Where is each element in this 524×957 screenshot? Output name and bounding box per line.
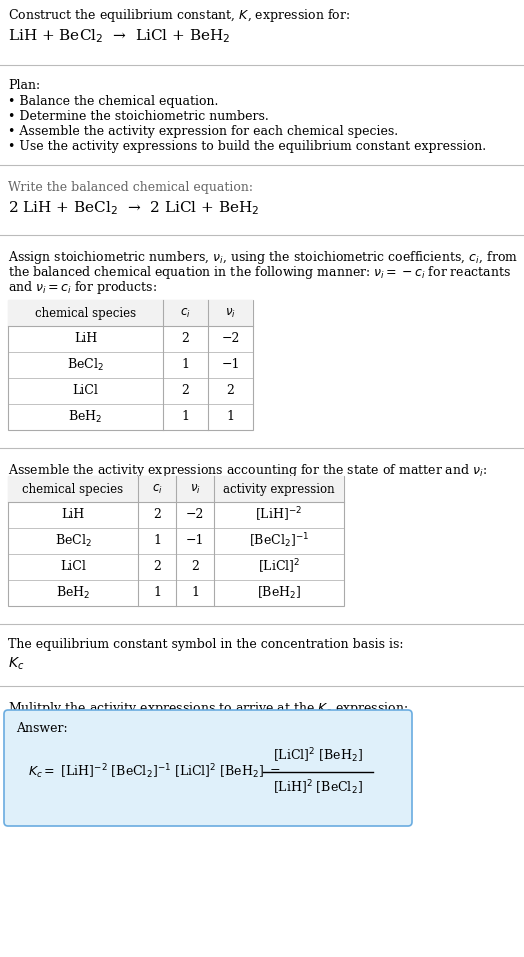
Text: • Balance the chemical equation.: • Balance the chemical equation. [8,95,219,108]
Text: $\nu_i$: $\nu_i$ [190,482,200,496]
Text: $\nu_i$: $\nu_i$ [225,306,236,320]
Text: BeH$_2$: BeH$_2$ [69,409,103,425]
Bar [8,300,253,326]
Text: 1: 1 [191,587,199,599]
Text: [LiH]$^2$ [BeCl$_2$]: [LiH]$^2$ [BeCl$_2$] [273,779,363,797]
Text: activity expression: activity expression [223,482,335,496]
Text: • Assemble the activity expression for each chemical species.: • Assemble the activity expression for e… [8,125,398,138]
Text: BeH$_2$: BeH$_2$ [56,585,90,601]
Text: 1: 1 [181,359,190,371]
Text: $K_c$: $K_c$ [8,656,24,673]
Text: BeCl$_2$: BeCl$_2$ [67,357,104,373]
Text: [LiH]$^{-2}$: [LiH]$^{-2}$ [256,506,302,524]
Text: 1: 1 [226,411,235,424]
Text: LiCl: LiCl [72,385,99,397]
Text: Construct the equilibrium constant, $K$, expression for:: Construct the equilibrium constant, $K$,… [8,7,350,24]
Text: −2: −2 [186,508,204,522]
Text: Assemble the activity expressions accounting for the state of matter and $\nu_i$: Assemble the activity expressions accoun… [8,462,487,479]
Text: 2: 2 [191,561,199,573]
Text: chemical species: chemical species [23,482,124,496]
Text: • Determine the stoichiometric numbers.: • Determine the stoichiometric numbers. [8,110,269,123]
Text: LiCl: LiCl [60,561,86,573]
Text: chemical species: chemical species [35,306,136,320]
Text: 1: 1 [181,411,190,424]
Bar [8,476,344,502]
Text: Plan:: Plan: [8,79,40,92]
Text: 2 LiH + BeCl$_2$  →  2 LiCl + BeH$_2$: 2 LiH + BeCl$_2$ → 2 LiCl + BeH$_2$ [8,199,259,216]
Text: 2: 2 [181,332,190,345]
Text: [LiCl]$^{2}$: [LiCl]$^{2}$ [258,558,300,576]
Text: 1: 1 [153,587,161,599]
Text: 2: 2 [153,561,161,573]
Text: Write the balanced chemical equation:: Write the balanced chemical equation: [8,181,253,194]
Text: BeCl$_2$: BeCl$_2$ [54,533,92,549]
Text: Answer:: Answer: [16,722,68,735]
Text: −2: −2 [221,332,239,345]
Text: The equilibrium constant symbol in the concentration basis is:: The equilibrium constant symbol in the c… [8,638,403,651]
Text: Mulitply the activity expressions to arrive at the $K_c$ expression:: Mulitply the activity expressions to arr… [8,700,408,717]
Text: $K_c = $ [LiH]$^{-2}$ [BeCl$_2$]$^{-1}$ [LiCl]$^{2}$ [BeH$_2$] $=$: $K_c = $ [LiH]$^{-2}$ [BeCl$_2$]$^{-1}$ … [28,763,281,781]
Text: LiH + BeCl$_2$  →  LiCl + BeH$_2$: LiH + BeCl$_2$ → LiCl + BeH$_2$ [8,27,231,45]
Text: $c_i$: $c_i$ [151,482,162,496]
Bar [8,300,253,430]
FancyBboxPatch shape [4,710,412,826]
Text: [BeH$_2$]: [BeH$_2$] [257,585,301,601]
Text: the balanced chemical equation in the following manner: $\nu_i = -c_i$ for react: the balanced chemical equation in the fo… [8,264,511,281]
Text: $c_i$: $c_i$ [180,306,191,320]
Text: 2: 2 [153,508,161,522]
Text: [LiCl]$^2$ [BeH$_2$]: [LiCl]$^2$ [BeH$_2$] [273,746,363,766]
Text: [BeCl$_2$]$^{-1}$: [BeCl$_2$]$^{-1}$ [249,532,309,550]
Text: −1: −1 [185,535,204,547]
Text: −1: −1 [221,359,240,371]
Text: 2: 2 [226,385,234,397]
Text: 1: 1 [153,535,161,547]
Bar [8,476,344,606]
Text: Assign stoichiometric numbers, $\nu_i$, using the stoichiometric coefficients, $: Assign stoichiometric numbers, $\nu_i$, … [8,249,518,266]
Text: • Use the activity expressions to build the equilibrium constant expression.: • Use the activity expressions to build … [8,140,486,153]
Text: 2: 2 [181,385,190,397]
Text: LiH: LiH [61,508,84,522]
Text: LiH: LiH [74,332,97,345]
Text: and $\nu_i = c_i$ for products:: and $\nu_i = c_i$ for products: [8,279,157,296]
